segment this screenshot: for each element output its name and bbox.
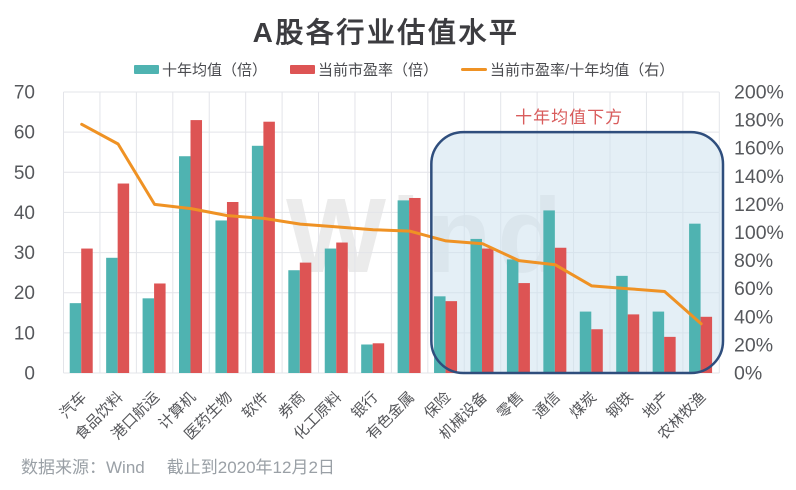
bar[interactable] — [409, 197, 421, 373]
bar-series-1 — [81, 120, 713, 373]
bar[interactable] — [142, 298, 155, 373]
right-axis-label: 0% — [734, 363, 762, 385]
left-axis-label: 30 — [14, 243, 35, 264]
footer-note: 数据来源：Wind 截止到2020年12月2日 — [21, 453, 335, 478]
right-axis-label: 100% — [734, 222, 784, 244]
bar-series-0 — [69, 145, 701, 373]
bar[interactable] — [324, 248, 337, 373]
bar[interactable] — [372, 343, 385, 373]
x-axis-label: 通信 — [530, 389, 563, 422]
right-axis-label: 200% — [734, 82, 784, 104]
x-axis-label: 零售 — [494, 389, 527, 422]
ratio-line[interactable] — [80, 122, 703, 326]
bar[interactable] — [190, 120, 203, 373]
left-axis-label: 10 — [14, 323, 35, 344]
legend-item-current-pe[interactable]: 当前市盈率（倍） — [290, 59, 438, 80]
data-source-text: 数据来源：Wind — [21, 458, 145, 477]
legend-item-pe-ratio[interactable]: 当前市盈率/十年均值（右） — [461, 59, 674, 80]
right-axis-label: 160% — [734, 138, 784, 160]
x-axis-label: 钢铁 — [603, 389, 636, 422]
bar[interactable] — [689, 223, 701, 373]
bar[interactable] — [506, 259, 519, 373]
right-axis-label: 140% — [734, 166, 784, 188]
bar[interactable] — [518, 283, 530, 373]
right-axis-label: 40% — [734, 306, 773, 328]
bar[interactable] — [336, 242, 348, 373]
bar[interactable] — [288, 270, 300, 373]
legend-label: 十年均值（倍） — [162, 62, 268, 79]
right-axis-label: 80% — [734, 250, 773, 272]
chart-title: A股各行业估值水平 — [252, 17, 520, 48]
bar[interactable] — [445, 301, 458, 373]
bar[interactable] — [627, 314, 640, 373]
left-axis-label: 20 — [14, 283, 35, 304]
legend: 十年均值（倍） 当前市盈率（倍） 当前市盈率/十年均值（右） — [134, 59, 674, 80]
legend-label: 当前市盈率（倍） — [318, 62, 439, 79]
bar[interactable] — [299, 262, 312, 373]
bar[interactable] — [579, 311, 592, 373]
x-axis-label: 软件 — [239, 389, 272, 422]
bar[interactable] — [616, 275, 628, 373]
bar[interactable] — [397, 200, 410, 373]
right-axis-label: 20% — [734, 334, 773, 356]
left-axis-label: 70 — [14, 83, 35, 104]
bar[interactable] — [543, 210, 555, 373]
left-axis-label: 40 — [14, 203, 35, 224]
legend-item-ten-year-avg[interactable]: 十年均值（倍） — [134, 59, 267, 80]
bar[interactable] — [179, 156, 191, 373]
bar[interactable] — [226, 201, 239, 373]
bar[interactable] — [470, 238, 482, 373]
red-bar-swatch-icon — [290, 65, 316, 74]
bar[interactable] — [361, 344, 373, 373]
bar[interactable] — [434, 296, 446, 373]
right-axis-label: 60% — [734, 278, 773, 300]
legend-label: 当前市盈率/十年均值（右） — [490, 62, 675, 79]
bar[interactable] — [481, 248, 494, 373]
left-axis-label: 0 — [24, 364, 35, 385]
bar[interactable] — [106, 257, 118, 373]
orange-line-swatch-icon — [461, 68, 488, 71]
bar[interactable] — [215, 220, 227, 373]
bar[interactable] — [81, 248, 93, 373]
bar-line-chart: Wind十年均值下方0102030405060700%20%40%60%80%1… — [14, 82, 784, 444]
bar[interactable] — [652, 311, 665, 373]
right-axis-label: 120% — [734, 194, 784, 216]
bar[interactable] — [251, 145, 264, 373]
bar[interactable] — [69, 303, 82, 373]
bar[interactable] — [554, 247, 567, 373]
left-axis-label: 50 — [14, 163, 35, 184]
asof-date-text: 截止到2020年12月2日 — [166, 458, 335, 477]
x-axis-label: 煤炭 — [567, 389, 600, 422]
highlight-region-fill — [431, 132, 723, 373]
bar[interactable] — [154, 283, 166, 373]
teal-bar-swatch-icon — [134, 65, 159, 74]
bar[interactable] — [700, 316, 713, 373]
highlight-region-border — [430, 130, 725, 375]
right-axis-label: 180% — [734, 110, 784, 132]
bar[interactable] — [263, 121, 275, 373]
bar[interactable] — [117, 183, 130, 373]
left-axis-label: 60 — [14, 123, 35, 144]
bar[interactable] — [591, 329, 603, 373]
annotation-label: 十年均值下方 — [515, 108, 623, 127]
bar[interactable] — [664, 336, 676, 373]
